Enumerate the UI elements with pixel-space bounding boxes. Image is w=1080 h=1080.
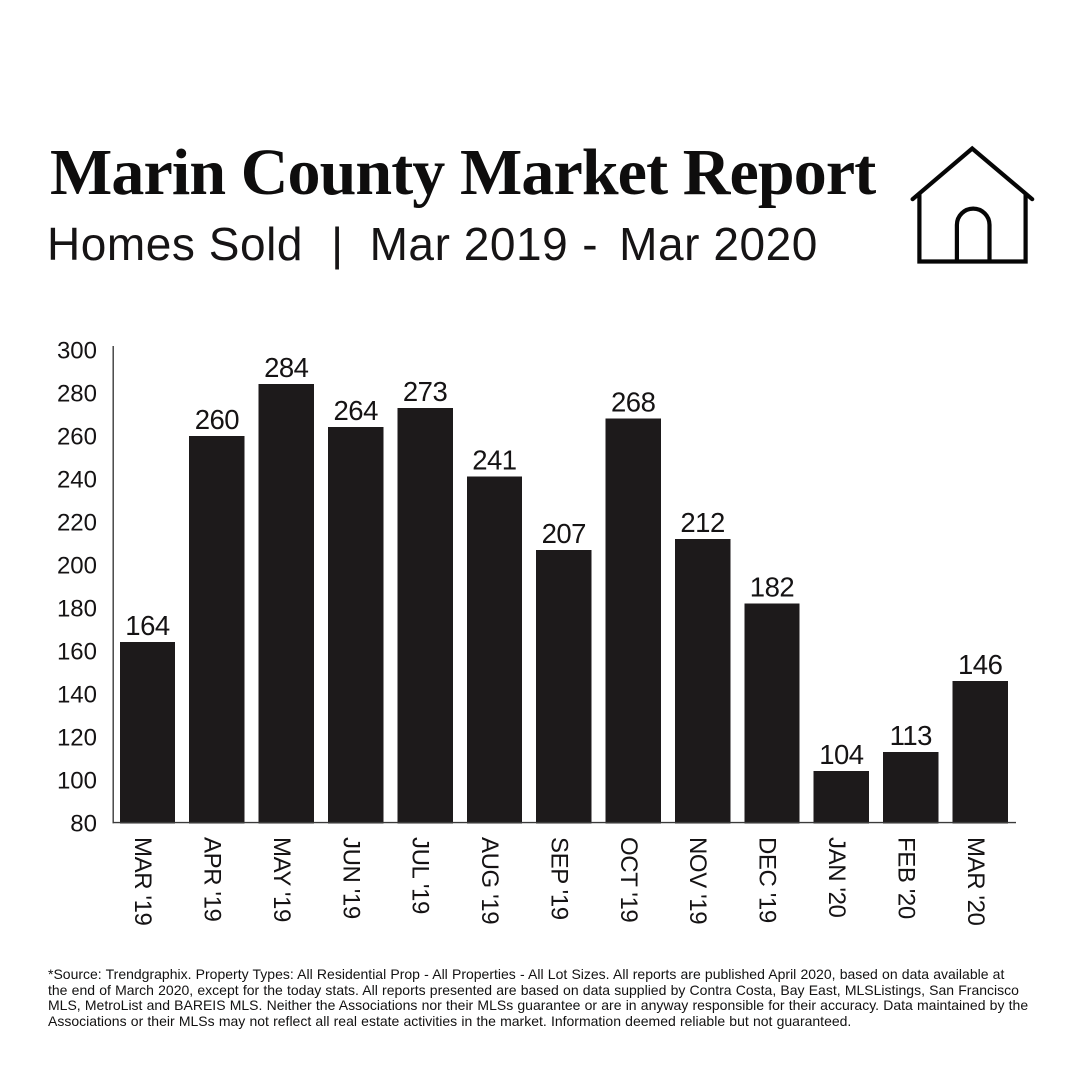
svg-text:113: 113: [890, 720, 933, 751]
svg-text:260: 260: [195, 404, 240, 435]
svg-text:284: 284: [264, 352, 309, 383]
svg-text:264: 264: [334, 395, 379, 426]
svg-text:212: 212: [680, 507, 724, 538]
svg-text:146: 146: [958, 649, 1003, 680]
svg-text:273: 273: [403, 376, 448, 407]
svg-text:182: 182: [750, 572, 794, 603]
svg-text:200: 200: [57, 553, 97, 580]
svg-text:240: 240: [57, 467, 97, 494]
svg-text:300: 300: [57, 338, 97, 365]
svg-text:164: 164: [125, 610, 170, 641]
svg-text:220: 220: [57, 510, 97, 537]
svg-text:MAY '19: MAY '19: [268, 837, 295, 922]
svg-text:OCT '19: OCT '19: [615, 837, 642, 922]
svg-text:260: 260: [57, 424, 97, 451]
svg-text:104: 104: [819, 739, 864, 770]
svg-text:120: 120: [57, 725, 97, 752]
svg-text:241: 241: [472, 445, 516, 476]
svg-text:MAR '19: MAR '19: [129, 837, 156, 926]
svg-text:JUL '19: JUL '19: [407, 837, 434, 914]
svg-text:280: 280: [57, 381, 97, 408]
svg-text:JUN '19: JUN '19: [337, 837, 364, 919]
svg-text:AUG '19: AUG '19: [476, 837, 503, 924]
svg-text:SEP '19: SEP '19: [545, 837, 572, 920]
svg-text:FEB '20: FEB '20: [892, 837, 919, 919]
svg-text:207: 207: [542, 518, 586, 549]
svg-text:MAR '20: MAR '20: [962, 837, 989, 926]
svg-text:JAN '20: JAN '20: [823, 837, 850, 918]
svg-text:268: 268: [611, 387, 656, 418]
svg-text:100: 100: [57, 768, 97, 795]
svg-text:APR '19: APR '19: [199, 837, 226, 922]
svg-text:180: 180: [57, 596, 97, 623]
svg-text:NOV '19: NOV '19: [684, 837, 711, 924]
svg-text:80: 80: [70, 811, 97, 838]
svg-text:160: 160: [57, 639, 97, 666]
svg-text:DEC '19: DEC '19: [754, 837, 781, 923]
svg-text:140: 140: [57, 682, 97, 709]
